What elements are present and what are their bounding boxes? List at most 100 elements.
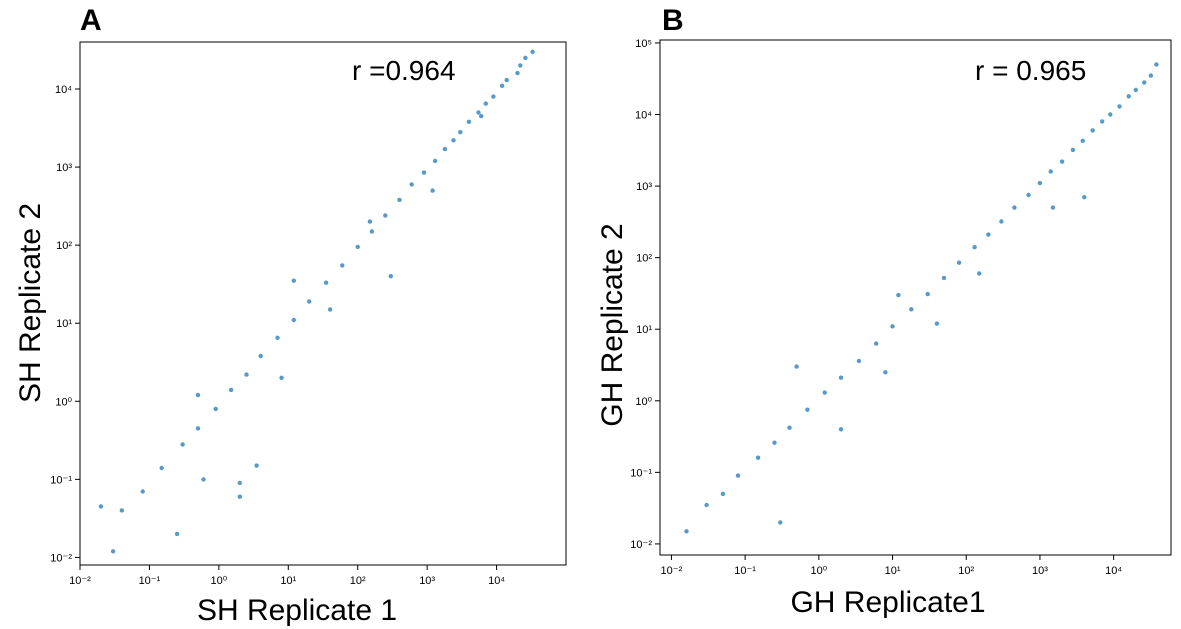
scatter-point [432,158,438,164]
scatter-point [499,83,505,89]
scatter-point [1117,104,1122,109]
scatter-point [1070,147,1076,153]
x-tick-label: 10¹ [885,565,901,577]
scatter-point [1059,159,1065,164]
scatter-point [466,119,472,125]
y-axis-label: SH Replicate 2 [14,203,47,403]
y-tick-label: 10⁻¹ [50,474,72,486]
scatter-point [476,110,481,115]
scatter-point [1082,195,1087,200]
scatter-point [180,442,185,447]
x-axis-label: SH Replicate 1 [197,594,397,627]
scatter-point [254,463,259,468]
scatter-point [890,324,895,329]
scatter-point [838,375,844,380]
scatter-point [1048,169,1053,174]
scatter-point [110,549,116,554]
scatter-point [367,219,373,224]
scatter-point [237,494,242,499]
scatter-point [1037,180,1043,186]
scatter-point [778,520,783,525]
scatter-point [409,182,414,187]
scatter-point [883,370,888,375]
scatter-point [201,477,206,482]
scatter-point [1050,205,1056,210]
correlation-annotation: r =0.964 [352,55,456,86]
y-tick-label: 10³ [56,162,72,174]
y-tick-label: 10⁴ [55,84,72,96]
scatter-point [986,232,991,237]
scatter-point [483,101,488,106]
scatter-point [244,372,249,377]
x-tick-label: 10⁻² [69,575,91,587]
x-axis-ticks: 10⁻² 10⁻¹ 10⁰ 10¹ 10² 10³ 10⁴ [69,565,505,587]
panel-label: B [662,4,684,37]
scatter-point [822,390,827,395]
scatter-points [684,62,1159,534]
scatter-point [856,358,862,364]
scatter-point [874,341,879,346]
x-tick-label: 10⁻² [661,565,683,577]
plot-frame [79,41,567,566]
y-axis-ticks: 10⁻² 10⁻¹ 10⁰ 10¹ 10² 10³ 10⁴ [50,84,80,564]
scatter-point [720,491,726,497]
scatter-point [397,197,402,203]
scatter-point [972,245,977,250]
scatter-point [491,94,496,99]
scatter-point [307,299,312,304]
x-tick-label: 10¹ [280,575,296,587]
scatter-point [805,407,810,412]
panel-a: A 10⁻² 10⁻¹ 10⁰ 10¹ 10² 10³ 10⁴ 10⁻² 10⁻¹ 10⁰ 10¹… [14,4,567,627]
scatter-point [925,291,930,297]
x-tick-label: 10⁴ [1105,565,1122,577]
scatter-point [442,146,448,152]
scatter-point [340,263,345,268]
x-axis-ticks: 10⁻² 10⁻¹ 10⁰ 10¹ 10² 10³ 10⁴ [661,555,1122,577]
scatter-point [787,425,792,430]
y-tick-label: 10⁰ [55,396,72,408]
scatter-point [458,130,463,135]
scatter-point [977,271,982,276]
scatter-point [518,63,523,68]
scatter-point [98,504,104,509]
scatter-point [530,49,535,54]
scatter-point [275,335,280,340]
scatter-point [896,292,901,298]
scatter-point [291,317,296,323]
y-tick-label: 10⁵ [635,38,652,50]
scatter-point [941,275,947,281]
scatter-point [421,170,427,175]
scatter-point [383,213,388,218]
y-tick-label: 10² [636,253,652,265]
scatter-point [838,427,844,432]
scatter-point [735,473,741,478]
x-tick-label: 10² [350,575,366,587]
scatter-point [772,440,777,445]
scatter-point [909,307,914,312]
scatter-point [195,426,201,431]
scatter-point [279,375,284,380]
scatter-point [684,529,689,534]
x-tick-label: 10⁴ [488,575,505,587]
y-tick-label: 10⁻² [50,552,72,564]
plot-frame [659,39,1172,556]
scatter-point [523,55,528,61]
scatter-point [323,280,329,285]
y-tick-label: 10² [56,240,72,252]
scatter-point [1026,192,1031,198]
scatter-point [1080,138,1085,143]
scatter-point [327,307,333,312]
scatter-point [195,392,201,398]
scatter-point [1126,94,1131,99]
scatter-point [934,321,940,326]
scatter-point [704,502,709,508]
y-tick-label: 10⁴ [635,110,652,122]
scatter-points [98,49,535,554]
scatter-point [355,244,360,250]
scatter-point [1154,62,1159,67]
scatter-point [388,274,393,279]
y-tick-label: 10¹ [636,324,652,336]
panel-b: B 10⁻² 10⁻¹ 10⁰ 10¹ 10² 10³ 10⁴ 10⁻² 10⁻¹ 10⁰ 10¹… [596,4,1172,619]
x-tick-label: 10⁰ [810,565,827,577]
